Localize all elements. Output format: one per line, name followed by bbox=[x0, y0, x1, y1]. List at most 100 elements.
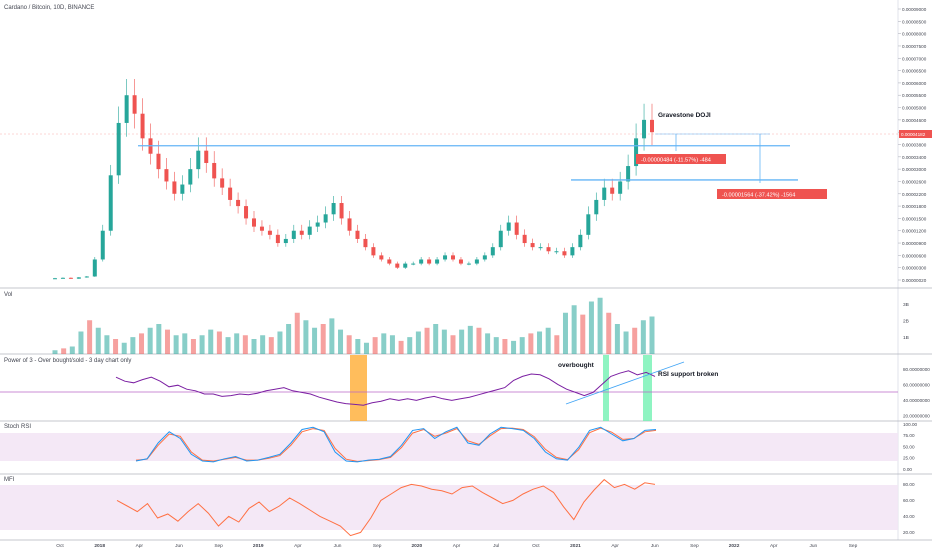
volume-bar bbox=[614, 324, 620, 354]
time-tick-label: Oct bbox=[56, 543, 64, 549]
candle-body bbox=[156, 153, 161, 170]
candle-body bbox=[283, 238, 288, 244]
time-tick-label: Jun bbox=[651, 543, 659, 549]
volume-bar bbox=[597, 297, 603, 354]
candle-body bbox=[387, 259, 392, 264]
volume-bar bbox=[130, 337, 136, 354]
candle-body bbox=[76, 277, 81, 279]
price-tick-label: 0.00009000 bbox=[902, 7, 927, 12]
power-tick-label: 80.00000000 bbox=[903, 367, 930, 372]
candle-body bbox=[474, 259, 479, 264]
power-tick-label: 60.00000000 bbox=[903, 383, 930, 388]
candle-body bbox=[275, 234, 280, 244]
candle-body bbox=[451, 255, 455, 260]
price-tick-label: 0.00000900 bbox=[902, 241, 927, 246]
stoch-pane: 100.00 75.00 50.00 25.00 0.00 bbox=[0, 422, 917, 472]
volume-bar bbox=[554, 335, 560, 354]
volume-label: Vol bbox=[4, 292, 12, 298]
price-tick-label: 0.00005500 bbox=[902, 93, 927, 98]
mfi-band bbox=[0, 485, 898, 530]
candle-body bbox=[490, 247, 495, 256]
power-line bbox=[115, 370, 656, 406]
volume-bar bbox=[588, 301, 594, 354]
volume-bar bbox=[225, 337, 231, 354]
overbought-highlight-2 bbox=[643, 355, 652, 421]
candle-body bbox=[466, 263, 471, 265]
candle-body bbox=[458, 259, 463, 264]
volume-bar bbox=[407, 337, 413, 354]
volume-bar bbox=[381, 333, 387, 354]
power-pane: 80.00000000 60.00000000 40.00000000 20.0000… bbox=[0, 355, 930, 421]
candle-body bbox=[252, 218, 256, 227]
price-tick-label: 0.00002200 bbox=[902, 192, 927, 197]
candle-body bbox=[60, 277, 65, 279]
volume-bar bbox=[95, 327, 101, 354]
candle-body bbox=[92, 259, 97, 277]
volume-bar bbox=[277, 331, 283, 354]
measure1-tag bbox=[636, 154, 726, 164]
candle-body bbox=[331, 203, 336, 215]
candle-body bbox=[562, 251, 567, 256]
candle-body bbox=[132, 95, 137, 114]
candle-body bbox=[267, 230, 272, 235]
volume-bar bbox=[450, 335, 456, 354]
rsi-trendline bbox=[565, 361, 685, 405]
candle-body bbox=[68, 277, 73, 279]
price-tick-label: 0.00004600 bbox=[902, 118, 927, 123]
candle-body bbox=[84, 276, 89, 278]
candle-body bbox=[403, 263, 408, 268]
current-price-label: 0.00004182 bbox=[901, 132, 926, 137]
volume-bar bbox=[433, 324, 439, 354]
candle-body bbox=[554, 251, 559, 253]
mfi-tick-label: 80.00 bbox=[903, 482, 915, 487]
volume-bar bbox=[242, 335, 248, 354]
volume-bar bbox=[623, 331, 629, 354]
time-axis: Oct 2018 Apr Jun Sep 2019 Apr Jun Sep 2020 Apr Jul O… bbox=[56, 543, 857, 549]
time-tick-label: Jun bbox=[809, 543, 817, 549]
candle-body bbox=[212, 162, 217, 179]
volume-bar bbox=[415, 331, 421, 354]
price-tick-label: 0.00000300 bbox=[902, 266, 927, 271]
volume-bar bbox=[147, 327, 153, 354]
price-tick-label: 0.00005000 bbox=[902, 106, 927, 111]
volume-bar bbox=[312, 327, 318, 354]
time-tick-label: Jun bbox=[175, 543, 183, 549]
time-tick-label: Sep bbox=[214, 543, 223, 549]
price-tick-label: 0.00000020 bbox=[902, 278, 927, 283]
volume-bar bbox=[562, 312, 568, 354]
volume-bar bbox=[208, 329, 214, 354]
oversold-highlight bbox=[350, 355, 367, 421]
candle-body bbox=[427, 259, 432, 264]
volume-bar bbox=[467, 325, 473, 354]
candle-body bbox=[498, 230, 503, 248]
volume-bar bbox=[632, 327, 638, 354]
price-tick-label: 0.00001500 bbox=[902, 216, 927, 221]
time-tick-label: Jun bbox=[334, 543, 342, 549]
candle-body bbox=[100, 230, 105, 260]
measure2-tag bbox=[717, 189, 827, 199]
volume-bar bbox=[234, 333, 240, 354]
candle-body bbox=[642, 119, 647, 139]
stoch-k-line bbox=[135, 426, 657, 463]
volume-bar bbox=[113, 339, 119, 354]
volume-bar bbox=[640, 320, 646, 354]
volume-bar bbox=[649, 316, 655, 354]
candle-body bbox=[259, 226, 264, 231]
candle-body bbox=[586, 214, 591, 235]
stoch-tick-label: 50.00 bbox=[903, 444, 915, 449]
current-price-tag bbox=[899, 130, 932, 138]
time-tick-label: Apr bbox=[611, 543, 619, 549]
time-tick-label: 2020 bbox=[412, 543, 423, 549]
volume-bar bbox=[294, 312, 300, 354]
rsi-broken-annotation: RSI support broken bbox=[658, 371, 718, 378]
candle-body bbox=[514, 222, 519, 235]
candle-body bbox=[538, 247, 543, 249]
volume-bar bbox=[545, 327, 551, 354]
candle-body bbox=[411, 263, 416, 265]
candle-body bbox=[371, 247, 376, 256]
gravestone-annotation: Gravestone DOJI bbox=[658, 112, 711, 119]
volume-bar bbox=[528, 333, 534, 354]
candle-body bbox=[618, 181, 623, 194]
stoch-tick-label: 75.00 bbox=[903, 433, 915, 438]
